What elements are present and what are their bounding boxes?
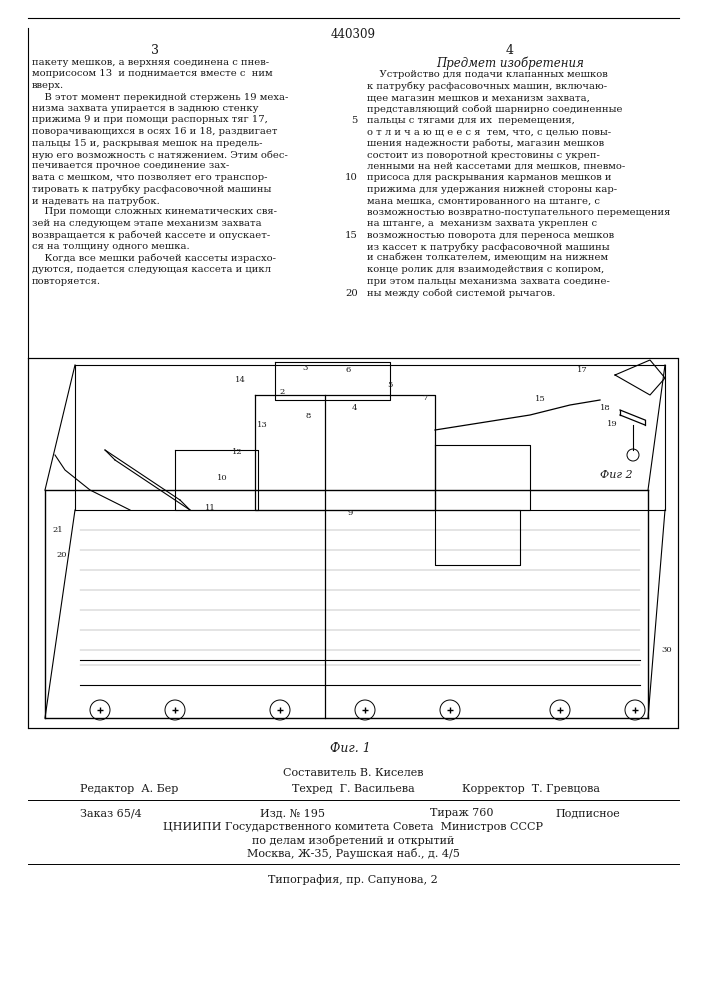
Text: 9: 9 <box>347 509 353 517</box>
Text: Изд. № 195: Изд. № 195 <box>260 808 325 818</box>
Text: вата с мешком, что позволяет его транспор-: вата с мешком, что позволяет его транспо… <box>32 173 267 182</box>
Text: 7: 7 <box>422 394 428 402</box>
Text: 15: 15 <box>345 231 358 240</box>
Text: Предмет изобретения: Предмет изобретения <box>436 57 584 70</box>
Text: 13: 13 <box>257 421 267 429</box>
Text: на штанге, а  механизм захвата укреплен с: на штанге, а механизм захвата укреплен с <box>367 220 597 229</box>
Text: пальцы 15 и, раскрывая мешок на предель-: пальцы 15 и, раскрывая мешок на предель- <box>32 138 262 147</box>
Text: присоса для раскрывания карманов мешков и: присоса для раскрывания карманов мешков … <box>367 174 612 182</box>
Text: щее магазин мешков и механизм захвата,: щее магазин мешков и механизм захвата, <box>367 93 590 102</box>
Text: по делам изобретений и открытий: по делам изобретений и открытий <box>252 835 454 846</box>
Text: ную его возможность с натяжением. Этим обес-: ную его возможность с натяжением. Этим о… <box>32 150 288 159</box>
Text: Типография, пр. Сапунова, 2: Типография, пр. Сапунова, 2 <box>268 874 438 885</box>
Text: Корректор  Т. Гревцова: Корректор Т. Гревцова <box>462 784 600 794</box>
Text: зей на следующем этапе механизм захвата: зей на следующем этапе механизм захвата <box>32 219 262 228</box>
Text: моприсосом 13  и поднимается вместе с  ним: моприсосом 13 и поднимается вместе с ним <box>32 70 273 79</box>
Text: 4: 4 <box>351 404 357 412</box>
Text: 8: 8 <box>305 412 310 420</box>
Text: 5: 5 <box>387 381 392 389</box>
Text: ны между собой системой рычагов.: ны между собой системой рычагов. <box>367 288 556 298</box>
Text: Подписное: Подписное <box>555 808 620 818</box>
Text: ЦНИИПИ Государственного комитета Совета  Министров СССР: ЦНИИПИ Государственного комитета Совета … <box>163 822 543 832</box>
Text: шения надежности работы, магазин мешков: шения надежности работы, магазин мешков <box>367 139 604 148</box>
Text: 2: 2 <box>279 388 285 396</box>
Text: 10: 10 <box>216 474 228 482</box>
Text: 12: 12 <box>232 448 243 456</box>
Text: низма захвата упирается в заднюю стенку: низма захвата упирается в заднюю стенку <box>32 104 259 113</box>
Text: 4: 4 <box>506 44 514 57</box>
Text: 11: 11 <box>204 504 216 512</box>
Text: к патрубку расфасовочных машин, включаю-: к патрубку расфасовочных машин, включаю- <box>367 82 607 91</box>
Text: Заказ 65/4: Заказ 65/4 <box>80 808 141 818</box>
Text: Москва, Ж-35, Раушская наб., д. 4/5: Москва, Ж-35, Раушская наб., д. 4/5 <box>247 848 460 859</box>
Text: тировать к патрубку расфасовочной машины: тировать к патрубку расфасовочной машины <box>32 184 271 194</box>
Text: 14: 14 <box>235 376 245 384</box>
Text: 440309: 440309 <box>330 28 375 41</box>
Text: прижима 9 и при помощи распорных тяг 17,: прижима 9 и при помощи распорных тяг 17, <box>32 115 268 124</box>
Text: 21: 21 <box>53 526 64 534</box>
Text: Составитель В. Киселев: Составитель В. Киселев <box>283 768 423 778</box>
Text: прижима для удержания нижней стороны кар-: прижима для удержания нижней стороны кар… <box>367 185 617 194</box>
Text: ленными на ней кассетами для мешков, пневмо-: ленными на ней кассетами для мешков, пне… <box>367 162 625 171</box>
Text: 18: 18 <box>600 404 610 412</box>
Text: 30: 30 <box>662 646 672 654</box>
Text: пакету мешков, а верхняя соединена с пнев-: пакету мешков, а верхняя соединена с пне… <box>32 58 269 67</box>
Text: Когда все мешки рабочей кассеты израсхо-: Когда все мешки рабочей кассеты израсхо- <box>32 253 276 263</box>
Text: о т л и ч а ю щ е е с я  тем, что, с целью повы-: о т л и ч а ю щ е е с я тем, что, с цель… <box>367 127 611 136</box>
Text: 17: 17 <box>577 366 588 374</box>
Text: представляющий собой шарнирно соединенные: представляющий собой шарнирно соединенны… <box>367 104 622 114</box>
Text: Редактор  А. Бер: Редактор А. Бер <box>80 784 178 794</box>
Text: Тираж 760: Тираж 760 <box>430 808 493 818</box>
Text: возможностью поворота для переноса мешков: возможностью поворота для переноса мешко… <box>367 231 614 240</box>
Text: 10: 10 <box>345 174 358 182</box>
Text: При помощи сложных кинематических свя-: При помощи сложных кинематических свя- <box>32 208 277 217</box>
Text: Фиг 2: Фиг 2 <box>600 470 633 480</box>
Text: и снабжен толкателем, имеющим на нижнем: и снабжен толкателем, имеющим на нижнем <box>367 254 608 263</box>
Text: конце ролик для взаимодействия с копиром,: конце ролик для взаимодействия с копиром… <box>367 265 604 274</box>
Text: ся на толщину одного мешка.: ся на толщину одного мешка. <box>32 242 189 251</box>
Text: возвращается к рабочей кассете и опускает-: возвращается к рабочей кассете и опускае… <box>32 231 270 240</box>
Text: печивается прочное соединение зах-: печивается прочное соединение зах- <box>32 161 229 170</box>
Text: 6: 6 <box>346 366 351 374</box>
Text: из кассет к патрубку расфасовочной машины: из кассет к патрубку расфасовочной машин… <box>367 242 609 252</box>
Text: вверх.: вверх. <box>32 81 64 90</box>
Text: 19: 19 <box>607 420 617 428</box>
Text: состоит из поворотной крестовины с укреп-: состоит из поворотной крестовины с укреп… <box>367 150 600 159</box>
Text: 20: 20 <box>345 288 358 298</box>
Text: мана мешка, смонтированного на штанге, с: мана мешка, смонтированного на штанге, с <box>367 196 600 206</box>
Text: Фиг. 1: Фиг. 1 <box>329 742 370 755</box>
Text: 15: 15 <box>534 395 545 403</box>
Text: 3: 3 <box>151 44 159 57</box>
Text: при этом пальцы механизма захвата соедине-: при этом пальцы механизма захвата соедин… <box>367 277 610 286</box>
Text: повторяется.: повторяется. <box>32 276 101 286</box>
Text: 3: 3 <box>303 364 308 372</box>
Text: Техред  Г. Васильева: Техред Г. Васильева <box>291 784 414 794</box>
Text: и надевать на патрубок.: и надевать на патрубок. <box>32 196 160 206</box>
Text: пальцы с тягами для их  перемещения,: пальцы с тягами для их перемещения, <box>367 116 575 125</box>
Text: 5: 5 <box>351 116 358 125</box>
Text: Устройство для подачи клапанных мешков: Устройство для подачи клапанных мешков <box>367 70 608 79</box>
Text: возможностью возвратно-поступательного перемещения: возможностью возвратно-поступательного п… <box>367 208 670 217</box>
Text: дуются, подается следующая кассета и цикл: дуются, подается следующая кассета и цик… <box>32 265 271 274</box>
Text: В этот момент перекидной стержень 19 меха-: В этот момент перекидной стержень 19 мех… <box>32 93 288 102</box>
Text: поворачивающихся в осях 16 и 18, раздвигает: поворачивающихся в осях 16 и 18, раздвиг… <box>32 127 278 136</box>
Text: 20: 20 <box>57 551 67 559</box>
